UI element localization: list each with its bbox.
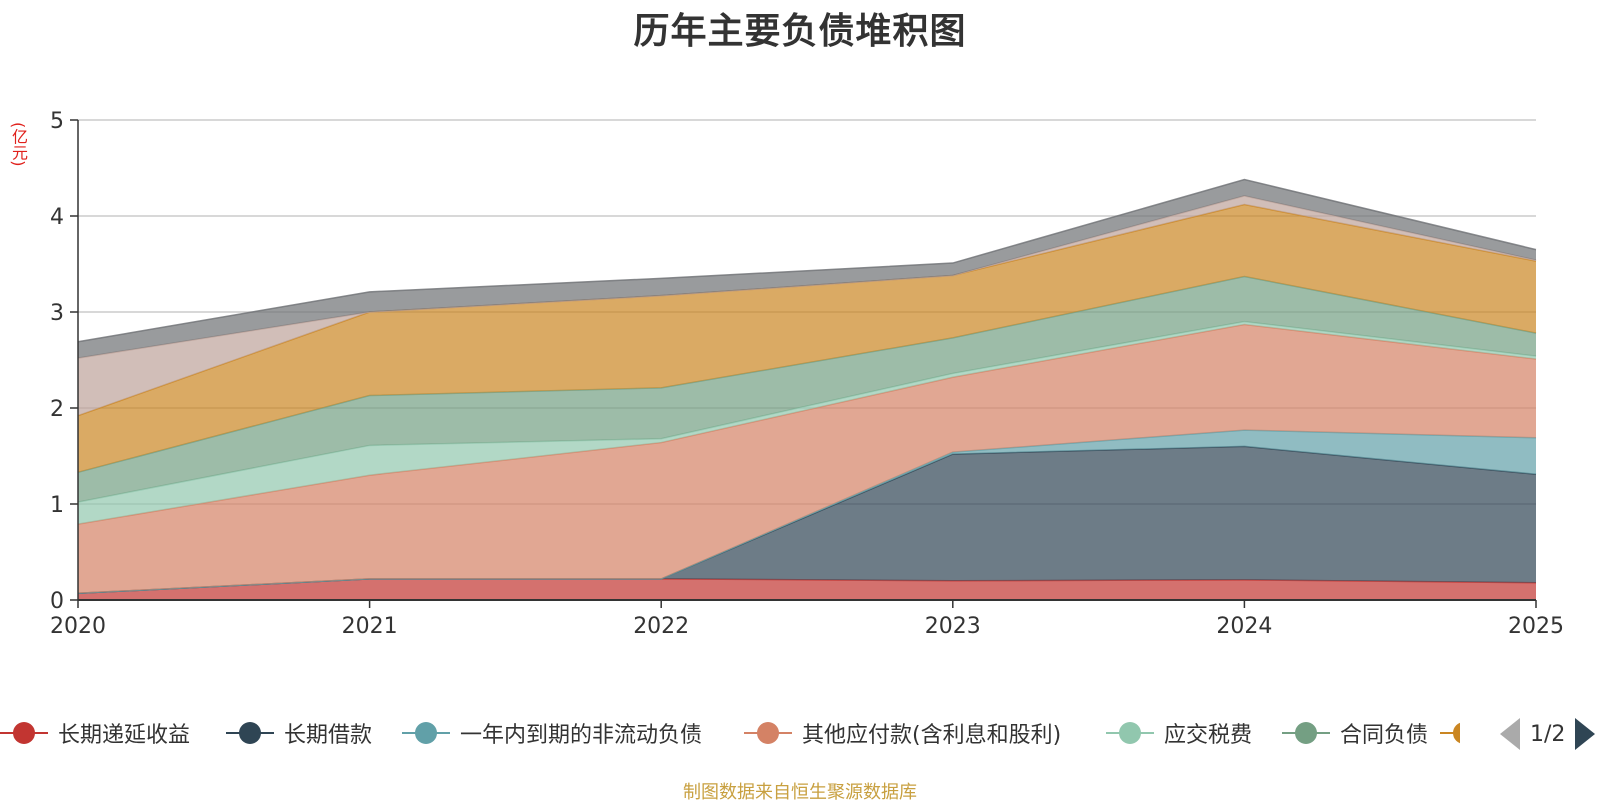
legend-item[interactable]: 长期借款 (226, 708, 372, 758)
x-tick-label: 2021 (342, 614, 398, 639)
area-series-7 (78, 204, 1536, 473)
chart-title: 历年主要负债堆积图 (633, 11, 967, 52)
x-tick-label: 2020 (50, 614, 106, 639)
legend-item[interactable]: 长期递延收益 (0, 708, 190, 758)
y-tick-label: 1 (50, 493, 64, 518)
legend-item[interactable]: 一年内到期的非流动负债 (402, 708, 702, 758)
legend-item[interactable]: 应交税费 (1106, 708, 1252, 758)
legend-prev-page-icon[interactable] (1500, 718, 1520, 750)
legend-marker-icon (402, 721, 450, 745)
x-tick-label: 2022 (633, 614, 689, 639)
legend-item[interactable]: 合同负债 (1282, 708, 1428, 758)
legend-label: 长期借款 (284, 723, 373, 748)
y-tick-label: 4 (50, 205, 64, 230)
legend-pager: 1/2 (1500, 716, 1596, 752)
legend-marker-icon (1106, 721, 1154, 745)
legend-label: 应交税费 (1164, 723, 1253, 748)
y-tick-label: 0 (50, 589, 64, 614)
area-series-3 (78, 430, 1536, 594)
y-axis-unit-label: (亿元) (9, 122, 28, 167)
legend-item-partial (1440, 708, 1460, 758)
legend-label: 合同负债 (1340, 723, 1429, 748)
area-series-6 (78, 276, 1536, 503)
legend-page-indicator: 1/2 (1530, 721, 1566, 747)
x-tick-label: 2024 (1216, 614, 1272, 639)
legend-item[interactable]: 其他应付款(含利息和股利) (744, 708, 1061, 758)
series-line-9 (77, 178, 1537, 343)
legend-marker-icon (744, 721, 792, 745)
legend-label: 其他应付款(含利息和股利) (802, 723, 1062, 748)
y-tick-label: 2 (50, 397, 64, 422)
x-tick-label: 2025 (1508, 614, 1564, 639)
legend-label: 一年内到期的非流动负债 (460, 723, 703, 748)
y-tick-label: 5 (50, 109, 64, 134)
legend-next-page-icon[interactable] (1575, 718, 1596, 750)
area-series-1 (78, 578, 1536, 600)
chart-plot: 0 1 2 3 4 5 2020 2021 2022 2023 2024 2025 (50, 109, 1564, 639)
area-series-4 (78, 324, 1536, 594)
legend-marker-icon (226, 721, 274, 745)
legend-marker-icon (1440, 721, 1460, 745)
legend-marker-icon (1282, 721, 1330, 745)
y-tick-label: 3 (50, 301, 64, 326)
area-series-2 (78, 446, 1536, 594)
source-note: 制图数据来自恒生聚源数据库 (683, 782, 917, 803)
legend-label: 长期递延收益 (58, 723, 191, 748)
legend: 长期递延收益 长期借款 一年内到期的非流动负债 其他应付款(含利息和股利) 应交税费 合同… (0, 708, 1460, 758)
legend-marker-icon (0, 721, 48, 745)
x-tick-label: 2023 (925, 614, 981, 639)
